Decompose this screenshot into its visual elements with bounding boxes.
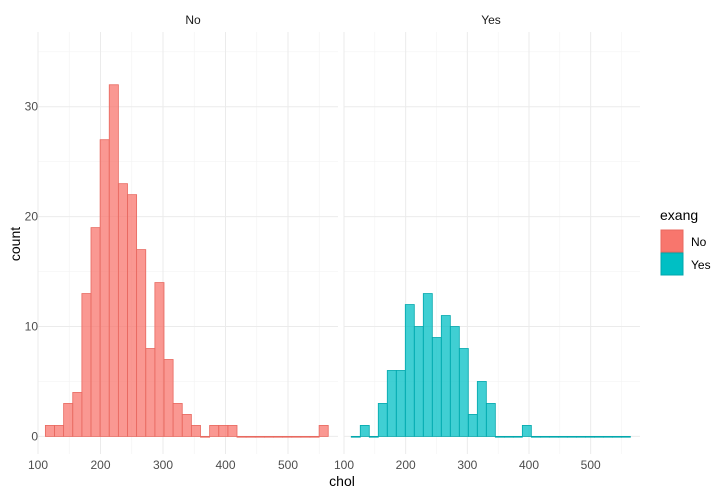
histogram-bar	[566, 436, 577, 438]
histogram-bar	[539, 436, 550, 438]
histogram-bar	[127, 194, 138, 437]
histogram-bar	[431, 337, 442, 437]
histogram-bar	[254, 436, 265, 438]
histogram-bar	[318, 425, 329, 437]
histogram-bar	[72, 392, 83, 437]
histogram-bar	[282, 436, 293, 438]
histogram-bar	[300, 436, 311, 438]
x-tick-label: 400	[215, 458, 235, 472]
histogram-bar	[81, 293, 92, 437]
legend: exang No Yes	[660, 207, 711, 276]
histogram-bar	[494, 436, 505, 438]
panel-yes: Yes 100 200 300 400 500	[334, 13, 640, 472]
histogram-bar	[584, 436, 595, 438]
y-axis-ticks: 0 10 20 30	[25, 100, 39, 444]
histogram-bar	[548, 436, 559, 438]
strip-label-yes: Yes	[481, 13, 501, 27]
histogram-bar	[359, 425, 370, 437]
x-axis-ticks-yes: 100 200 300 400 500	[334, 458, 601, 472]
histogram-bar	[136, 249, 147, 437]
histogram-bar	[458, 348, 469, 437]
histogram-bar	[209, 425, 220, 437]
histogram-bar	[309, 436, 320, 438]
x-tick-label: 300	[457, 458, 477, 472]
legend-key-no	[660, 229, 684, 253]
strip-label-no: No	[185, 13, 201, 27]
y-tick-label: 0	[31, 429, 38, 443]
x-tick-label: 400	[519, 458, 539, 472]
histogram-bar	[263, 436, 274, 438]
panel-bars-yes	[350, 293, 631, 438]
histogram-bar	[44, 425, 55, 437]
histogram-bar	[154, 282, 165, 437]
histogram-bar	[350, 436, 361, 438]
histogram-bar	[108, 84, 119, 437]
x-tick-label: 200	[90, 458, 110, 472]
histogram-bar	[99, 139, 110, 437]
histogram-bar	[163, 359, 174, 437]
panel-bars-no	[44, 84, 329, 438]
panel-grid-yes	[343, 32, 640, 454]
histogram-bar	[90, 227, 101, 437]
histogram-bar	[273, 436, 284, 438]
histogram-bar	[557, 436, 568, 438]
histogram-bar	[503, 436, 514, 438]
histogram-bar	[190, 425, 201, 437]
histogram-bar	[530, 436, 541, 438]
histogram-bar	[291, 436, 302, 438]
legend-label-no: No	[691, 235, 707, 249]
histogram-bar	[236, 436, 247, 438]
legend-key-yes	[660, 252, 684, 276]
histogram-bar	[602, 436, 613, 438]
x-tick-label: 500	[278, 458, 298, 472]
x-tick-label: 100	[28, 458, 48, 472]
histogram-bar	[449, 326, 460, 437]
histogram-bar	[54, 425, 65, 437]
histogram-bar	[117, 183, 128, 437]
histogram-bar	[227, 425, 238, 437]
histogram-bar	[476, 381, 487, 437]
y-tick-label: 10	[25, 320, 39, 334]
histogram-bar	[413, 326, 424, 437]
x-tick-label: 100	[334, 458, 354, 472]
histogram-bar	[422, 293, 433, 437]
histogram-bar	[395, 370, 406, 437]
legend-title: exang	[660, 207, 698, 223]
legend-label-yes: Yes	[691, 258, 711, 272]
histogram-bar	[593, 436, 604, 438]
y-axis-title: count	[7, 227, 23, 261]
x-tick-label: 500	[581, 458, 601, 472]
histogram-bar	[63, 403, 74, 437]
histogram-bar	[611, 436, 622, 438]
histogram-bar	[377, 403, 388, 437]
histogram-bar	[485, 403, 496, 437]
histogram-bar	[145, 348, 156, 437]
x-tick-label: 300	[153, 458, 173, 472]
histogram-bar	[512, 436, 523, 438]
histogram-bar	[440, 315, 451, 437]
histogram-bar	[200, 436, 211, 438]
histogram-bar	[386, 370, 397, 437]
histogram-bar	[218, 425, 229, 437]
histogram-bar	[620, 436, 631, 438]
histogram-bar	[404, 304, 415, 437]
histogram-bar	[172, 403, 183, 437]
histogram-bar	[467, 414, 478, 437]
x-axis-ticks-no: 100 200 300 400 500	[28, 458, 298, 472]
panel-no: No 100 200 300 400 500 0 10 20 30	[25, 13, 338, 472]
x-tick-label: 200	[396, 458, 416, 472]
y-tick-label: 20	[25, 210, 39, 224]
histogram-bar	[575, 436, 586, 438]
y-tick-label: 30	[25, 100, 39, 114]
histogram-bar	[368, 436, 379, 438]
histogram-bar	[181, 414, 192, 437]
histogram-bar	[521, 425, 532, 437]
histogram-bar	[245, 436, 256, 438]
x-axis-title: chol	[329, 473, 355, 489]
